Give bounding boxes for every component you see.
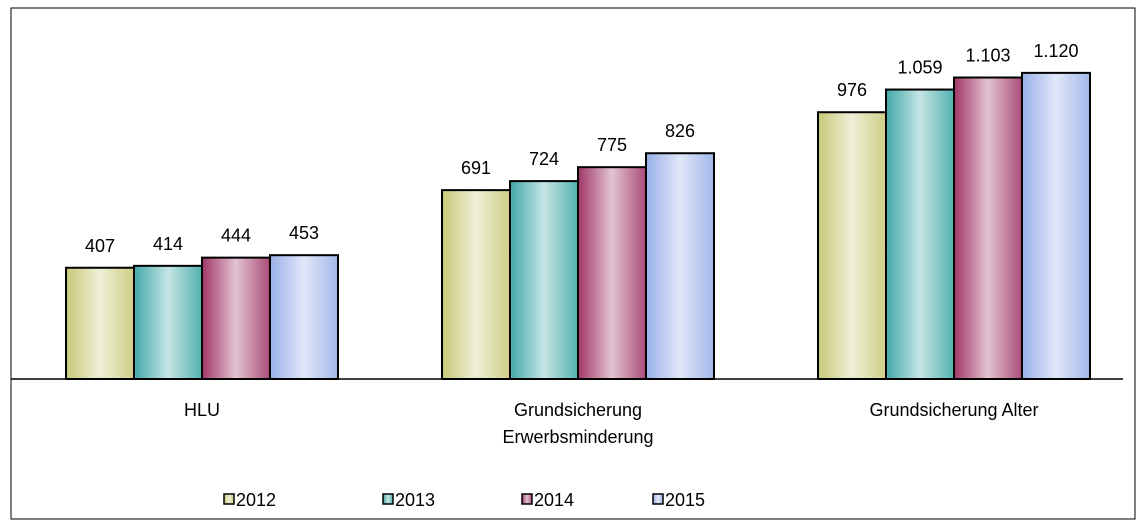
bar — [269, 254, 339, 380]
value-label: 691 — [461, 158, 491, 178]
legend-marker — [652, 493, 664, 505]
value-label: 826 — [665, 121, 695, 141]
value-label: 1.059 — [897, 58, 942, 78]
legend-marker — [382, 493, 394, 505]
legend-label: 2013 — [395, 490, 435, 510]
value-label: 1.120 — [1033, 41, 1078, 61]
bar — [645, 152, 715, 380]
value-label: 444 — [221, 226, 251, 246]
legend-label: 2014 — [534, 490, 574, 510]
value-label: 453 — [289, 223, 319, 243]
value-label: 724 — [529, 149, 559, 169]
bar — [577, 166, 647, 380]
value-label: 407 — [85, 236, 115, 256]
bar — [1021, 71, 1091, 380]
value-label: 414 — [153, 234, 183, 254]
legend-marker — [521, 493, 533, 505]
bar — [201, 256, 271, 381]
bar — [133, 264, 203, 380]
chart-frame — [10, 7, 1136, 520]
bar — [953, 76, 1023, 380]
legend-label: 2012 — [236, 490, 276, 510]
legend-label: 2015 — [665, 490, 705, 510]
bar — [509, 180, 579, 380]
x-tick-label: HLU — [183, 400, 220, 420]
x-tick-label: Grundsicherung Erwerbsminderung — [502, 400, 654, 447]
bar — [885, 88, 955, 380]
bar — [817, 111, 887, 381]
value-label: 1.103 — [965, 46, 1010, 66]
bar — [441, 189, 511, 380]
value-label: 976 — [837, 80, 867, 100]
value-label: 775 — [597, 135, 627, 155]
bar — [65, 266, 135, 380]
legend-marker — [223, 493, 235, 505]
x-tick-label: Grundsicherung Alter — [869, 400, 1039, 420]
